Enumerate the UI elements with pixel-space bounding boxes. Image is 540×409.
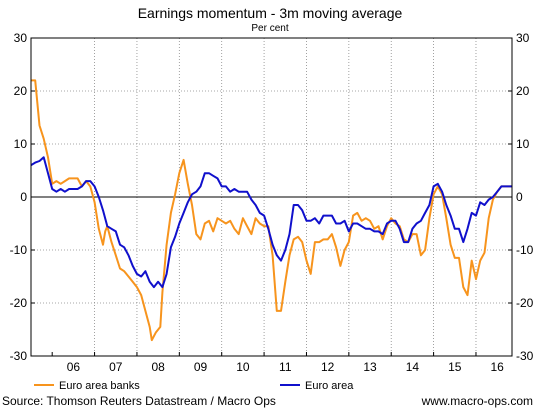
source-note: Source: Thomson Reuters Datastream / Mac… (2, 394, 276, 408)
x-tick-label: 14 (406, 360, 420, 374)
y-tick-label-right: 10 (516, 137, 530, 151)
x-tick-label: 08 (151, 360, 165, 374)
legend: Euro area banks Euro area (34, 380, 354, 392)
x-tick-label: 10 (236, 360, 250, 374)
y-tick-label-left: 20 (14, 84, 28, 98)
y-tick-label-right: 20 (516, 84, 530, 98)
website-link[interactable]: www.macro-ops.com (421, 394, 533, 408)
y-tick-label-left: -30 (10, 349, 28, 363)
y-tick-label-left: 30 (14, 31, 28, 45)
y-tick-label-right: -10 (516, 243, 534, 257)
series-layer (30, 79, 512, 342)
x-tick-label: 07 (109, 360, 123, 374)
x-tick-label: 16 (490, 360, 504, 374)
y-tick-label-left: 10 (14, 137, 28, 151)
x-tick-label: 09 (194, 360, 208, 374)
y-tick-label-right: -20 (516, 296, 534, 310)
x-tick-label: 06 (67, 360, 81, 374)
x-tick-label: 11 (279, 360, 292, 374)
series-line-euro-area (30, 156, 512, 289)
legend-label-euro-area-banks: Euro area banks (59, 380, 140, 392)
y-tick-label-right: -30 (516, 349, 534, 363)
x-tick-label: 12 (321, 360, 335, 374)
series-line-euro-area-banks (31, 79, 512, 342)
y-tick-label-right: 30 (516, 31, 530, 45)
chart-title: Earnings momentum - 3m moving average (138, 5, 403, 21)
x-tick-label: 13 (363, 360, 377, 374)
x-tick-label: 15 (448, 360, 462, 374)
y-tick-label-right: 0 (516, 190, 523, 204)
axis-layer: 30 30 20 20 10 10 0 0 -10 -10 -20 -20 -30 -30 06 07 08 09… (10, 31, 534, 374)
legend-label-euro-area: Euro area (305, 380, 354, 392)
y-tick-label-left: 0 (20, 190, 27, 204)
y-tick-label-left: -20 (10, 296, 28, 310)
chart-subtitle: Per cent (251, 23, 288, 34)
y-tick-label-left: -10 (10, 243, 28, 257)
